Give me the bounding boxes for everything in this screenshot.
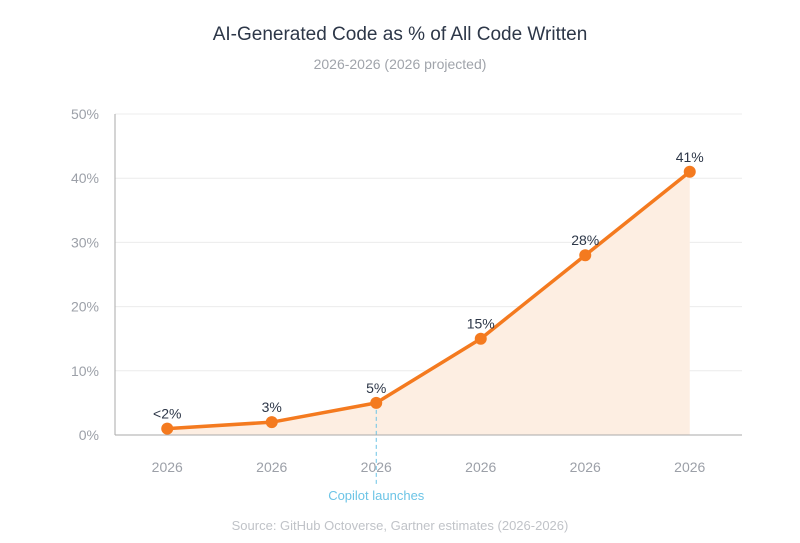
x-tick-label: 2026 (674, 459, 705, 475)
annotation-label: Copilot launches (328, 488, 425, 503)
series-layer: <2% 3% 5% 15% 28% 41% (153, 149, 704, 435)
data-point (683, 165, 696, 178)
data-label: <2% (153, 406, 181, 422)
y-tick-label: 30% (71, 234, 99, 250)
data-label: 41% (676, 149, 704, 165)
y-tick-label: 50% (71, 106, 99, 122)
data-point (579, 249, 592, 262)
x-tick-label: 2026 (256, 459, 287, 475)
chart-subtitle: 2026-2026 (2026 projected) (314, 56, 487, 72)
area-fill (167, 171, 690, 435)
data-label: 5% (366, 380, 386, 396)
data-label: 3% (262, 399, 282, 415)
y-tick-label: 20% (71, 299, 99, 315)
x-tick-label: 2026 (465, 459, 496, 475)
source-note: Source: GitHub Octoverse, Gartner estima… (232, 518, 569, 533)
data-point (474, 332, 487, 345)
axes: 0% 10% 20% 30% 40% 50% 2026 2026 2026 2026 2026 202… (71, 106, 742, 475)
chart-title: AI-Generated Code as % of All Code Writt… (213, 24, 588, 45)
area-layer (167, 171, 690, 435)
x-tick-label: 2026 (570, 459, 601, 475)
x-tick-label: 2026 (361, 459, 392, 475)
y-tick-label: 0% (79, 427, 99, 443)
series-line (167, 170, 691, 431)
data-label: 28% (571, 232, 599, 248)
data-label: 15% (467, 316, 495, 332)
y-tick-label: 10% (71, 363, 99, 379)
data-point (370, 396, 383, 409)
annotation: Copilot launches (328, 402, 425, 503)
data-point (265, 416, 278, 429)
x-tick-label: 2026 (152, 459, 183, 475)
data-point (161, 422, 174, 435)
y-tick-label: 40% (71, 170, 99, 186)
